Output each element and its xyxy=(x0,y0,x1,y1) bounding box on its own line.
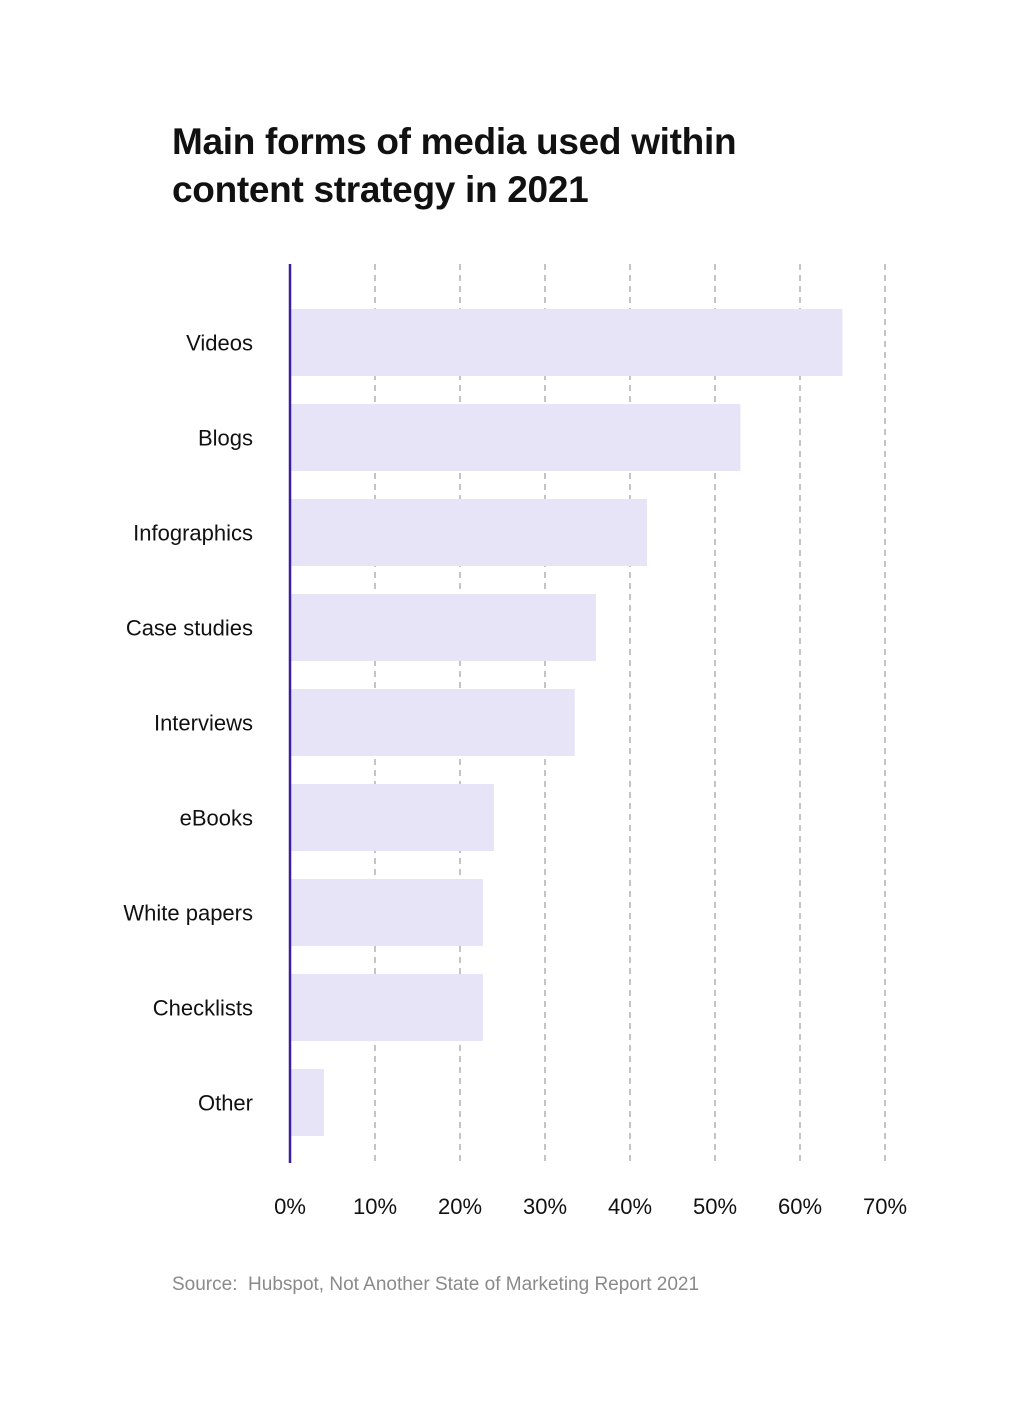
category-label: White papers xyxy=(123,901,253,926)
category-label: Infographics xyxy=(133,521,253,546)
bar-videos xyxy=(290,309,843,376)
x-tick-label: 70% xyxy=(863,1194,907,1219)
x-tick-label: 10% xyxy=(353,1194,397,1219)
chart-title-line-2: content strategy in 2021 xyxy=(172,169,589,210)
x-tick-label: 40% xyxy=(608,1194,652,1219)
x-tick-label: 20% xyxy=(438,1194,482,1219)
bar-infographics xyxy=(290,499,647,566)
x-tick-label: 60% xyxy=(778,1194,822,1219)
x-tick-label: 0% xyxy=(274,1194,306,1219)
bar-white-papers xyxy=(290,879,483,946)
chart-title-line-1: Main forms of media used within xyxy=(172,121,737,162)
bar-checklists xyxy=(290,974,483,1041)
bar-interviews xyxy=(290,689,575,756)
category-label: eBooks xyxy=(180,806,253,831)
bar-ebooks xyxy=(290,784,494,851)
category-label: Interviews xyxy=(154,711,253,736)
bar-other xyxy=(290,1069,324,1136)
category-label: Videos xyxy=(186,331,253,356)
bar-blogs xyxy=(290,404,741,471)
x-tick-label: 50% xyxy=(693,1194,737,1219)
source-note: Source: Hubspot, Not Another State of Ma… xyxy=(172,1274,700,1295)
category-label: Checklists xyxy=(153,996,253,1021)
category-label: Other xyxy=(198,1091,253,1116)
bar-case-studies xyxy=(290,594,596,661)
category-label: Case studies xyxy=(126,616,253,641)
x-tick-label: 30% xyxy=(523,1194,567,1219)
category-label: Blogs xyxy=(198,426,253,451)
chart-title: Main forms of media used within content … xyxy=(172,118,932,214)
